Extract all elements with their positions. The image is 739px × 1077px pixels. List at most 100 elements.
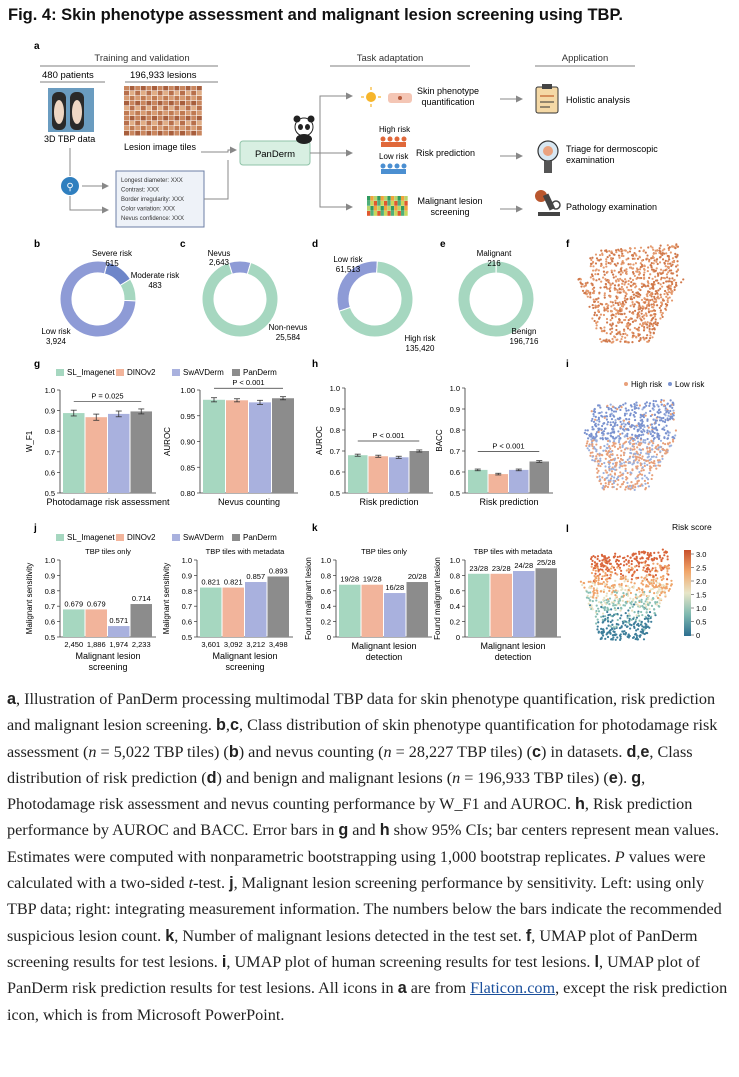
umap-point (588, 449, 591, 452)
lesion-tiles-grid (124, 86, 202, 136)
umap-point (614, 315, 617, 318)
umap-point (605, 568, 608, 571)
flaticon-link[interactable]: Flaticon.com (470, 979, 556, 998)
umap-point (639, 623, 642, 626)
bar (488, 474, 508, 493)
umap-point (637, 326, 641, 329)
umap-point (598, 259, 601, 262)
umap-point (606, 566, 609, 569)
cap-n3: n (452, 768, 461, 787)
umap-point (671, 406, 674, 409)
umap-point (669, 416, 672, 420)
umap-point (592, 589, 596, 592)
y-tick-label: 0.5 (330, 489, 340, 498)
umap-point (635, 623, 639, 626)
umap-point (623, 283, 626, 286)
umap-point (624, 488, 627, 491)
umap-point (609, 289, 612, 293)
umap-point (622, 332, 625, 336)
bar (203, 399, 225, 493)
umap-point (635, 595, 638, 598)
umap-point (629, 263, 632, 266)
umap-point (599, 568, 602, 571)
umap-point (650, 303, 653, 306)
umap-point (612, 410, 616, 413)
lesion-tile (191, 126, 197, 131)
umap-point (589, 257, 592, 260)
umap-point (599, 313, 603, 316)
umap-point (644, 585, 648, 588)
cap-j: j (229, 874, 234, 893)
umap-point (605, 583, 608, 586)
lesion-tile (196, 121, 202, 126)
umap-point (651, 324, 654, 327)
umap-point (618, 443, 622, 446)
lesion-tile (174, 101, 180, 106)
umap-point (596, 618, 599, 621)
umap-point (596, 471, 599, 474)
umap-point (611, 405, 614, 408)
cap-d2: d (206, 768, 217, 787)
umap-point (612, 340, 615, 343)
umap-point (619, 420, 622, 424)
umap-point (586, 440, 589, 443)
lesions-label: 196,933 lesions (130, 70, 197, 81)
umap-point (649, 334, 652, 337)
umap-point (633, 448, 636, 451)
umap-point (617, 284, 620, 287)
umap-point (638, 470, 641, 474)
umap-point (620, 625, 623, 628)
umap-point (638, 459, 641, 462)
umap-point (656, 249, 659, 252)
pie-slice (338, 260, 414, 338)
umap-point (625, 412, 628, 415)
bar-count-label: 3,498 (269, 640, 288, 649)
umap-point (637, 624, 640, 628)
umap-point (648, 337, 652, 340)
umap-point (643, 474, 646, 477)
umap-point (645, 336, 648, 340)
umap-point (641, 484, 644, 487)
lesion-tile (191, 106, 197, 111)
umap-point (620, 584, 623, 587)
umap-point (626, 625, 629, 628)
umap-point (676, 264, 679, 267)
umap-point (593, 313, 596, 317)
umap-point (614, 421, 617, 424)
umap-point (648, 461, 651, 465)
umap-point (617, 602, 620, 605)
umap-point (589, 265, 592, 268)
umap-point (645, 404, 648, 407)
y-axis-label: Found malignant lesion (433, 557, 442, 640)
umap-point (605, 262, 608, 266)
bar-value-label: 0.821 (201, 578, 220, 587)
umap-point (659, 567, 663, 570)
umap-point (662, 399, 666, 402)
lesion-tile (163, 106, 169, 111)
umap-point (665, 585, 668, 588)
umap-point (616, 562, 619, 565)
bar-value-label: 0.893 (269, 566, 288, 575)
umap-point (638, 634, 641, 637)
umap-point (602, 598, 605, 602)
umap-point (620, 254, 623, 257)
umap-point (633, 296, 636, 299)
umap-point (607, 479, 610, 482)
bar (130, 604, 152, 637)
umap-point (604, 457, 607, 460)
umap-point (604, 571, 607, 575)
cap-t21: , UMAP plot of PanDerm risk prediction r… (7, 952, 700, 998)
umap-point (615, 328, 618, 332)
umap-point (629, 451, 632, 455)
umap-point (647, 558, 650, 561)
y-tick-label: 0.2 (450, 618, 460, 627)
umap-point (638, 250, 641, 253)
colorbar-tick: 3.0 (696, 550, 706, 559)
umap-point (646, 481, 649, 485)
umap-point (617, 271, 620, 274)
umap-point (625, 563, 628, 566)
lesion-tile (180, 131, 185, 136)
umap-point (620, 269, 623, 272)
umap-point (605, 258, 608, 261)
